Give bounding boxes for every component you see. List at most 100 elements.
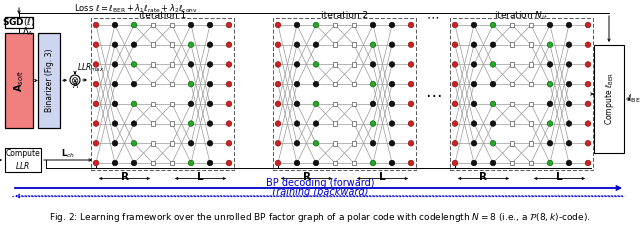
Circle shape (585, 121, 591, 126)
Circle shape (389, 101, 395, 107)
Circle shape (226, 62, 232, 67)
Circle shape (547, 62, 553, 67)
Circle shape (452, 121, 458, 126)
Bar (529, 23, 533, 27)
Circle shape (112, 62, 118, 67)
Circle shape (452, 140, 458, 146)
Circle shape (226, 22, 232, 28)
Bar (352, 161, 356, 165)
Circle shape (370, 101, 376, 107)
Text: $\cdots$: $\cdots$ (425, 85, 442, 103)
Circle shape (275, 101, 281, 107)
Circle shape (471, 22, 477, 28)
Circle shape (207, 22, 212, 28)
Circle shape (566, 42, 572, 48)
Bar (352, 121, 356, 126)
Circle shape (294, 101, 300, 107)
Circle shape (294, 81, 300, 87)
Circle shape (471, 101, 477, 107)
Circle shape (370, 22, 376, 28)
Circle shape (452, 62, 458, 67)
Bar (151, 161, 156, 165)
Circle shape (93, 160, 99, 166)
Circle shape (131, 101, 137, 107)
Circle shape (389, 42, 395, 48)
Circle shape (313, 121, 319, 126)
Circle shape (294, 22, 300, 28)
Circle shape (112, 121, 118, 126)
Circle shape (471, 62, 477, 67)
Bar (333, 82, 337, 86)
Circle shape (452, 22, 458, 28)
Bar (151, 42, 156, 47)
Bar (333, 23, 337, 27)
Circle shape (275, 62, 281, 67)
Bar (509, 62, 515, 67)
Circle shape (93, 62, 99, 67)
Circle shape (93, 101, 99, 107)
Bar (352, 23, 356, 27)
Circle shape (313, 101, 319, 107)
Bar (273, 18, 416, 170)
Bar (91, 18, 234, 170)
Bar (509, 23, 515, 27)
Circle shape (452, 101, 458, 107)
Circle shape (452, 160, 458, 166)
Circle shape (275, 140, 281, 146)
Bar (170, 141, 174, 146)
Bar (170, 102, 174, 106)
Circle shape (370, 121, 376, 126)
Circle shape (131, 81, 137, 87)
Circle shape (207, 42, 212, 48)
Bar (151, 141, 156, 146)
Circle shape (566, 160, 572, 166)
Circle shape (131, 160, 137, 166)
Circle shape (566, 62, 572, 67)
Circle shape (547, 121, 553, 126)
Bar (529, 121, 533, 126)
Bar (509, 42, 515, 47)
Text: Binarizer (Fig. 3): Binarizer (Fig. 3) (45, 49, 54, 112)
Text: L: L (556, 172, 563, 182)
Circle shape (389, 81, 395, 87)
Bar (170, 62, 174, 67)
Circle shape (112, 101, 118, 107)
Circle shape (452, 42, 458, 48)
Text: iteration $N_{it}$: iteration $N_{it}$ (495, 10, 548, 22)
Circle shape (188, 22, 194, 28)
Circle shape (112, 81, 118, 87)
Circle shape (490, 62, 496, 67)
Circle shape (547, 42, 553, 48)
Circle shape (566, 101, 572, 107)
Bar (509, 141, 515, 146)
Circle shape (93, 42, 99, 48)
Circle shape (188, 121, 194, 126)
Circle shape (566, 81, 572, 87)
Circle shape (131, 62, 137, 67)
Circle shape (408, 140, 414, 146)
Bar (529, 62, 533, 67)
Text: A: A (74, 81, 79, 91)
Circle shape (408, 42, 414, 48)
Circle shape (275, 42, 281, 48)
Circle shape (547, 140, 553, 146)
Circle shape (313, 160, 319, 166)
Bar (5, 17, 33, 28)
Text: L: L (197, 172, 204, 182)
Bar (509, 102, 515, 106)
Circle shape (389, 62, 395, 67)
Circle shape (452, 81, 458, 87)
Circle shape (490, 121, 496, 126)
Circle shape (370, 81, 376, 87)
Bar (333, 102, 337, 106)
Bar (151, 23, 156, 27)
Circle shape (313, 22, 319, 28)
Circle shape (275, 160, 281, 166)
Text: L: L (379, 172, 386, 182)
Circle shape (490, 42, 496, 48)
Circle shape (226, 121, 232, 126)
Circle shape (370, 160, 376, 166)
Bar (170, 161, 174, 165)
Circle shape (207, 81, 212, 87)
Text: R: R (303, 172, 310, 182)
